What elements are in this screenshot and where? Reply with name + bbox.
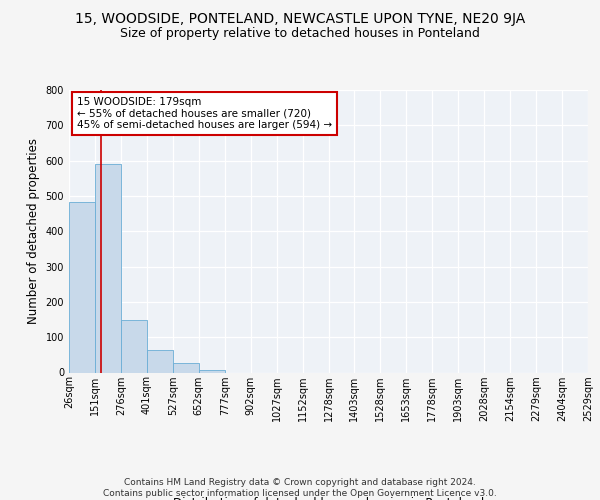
Bar: [173, 364, 199, 372]
Text: Contains HM Land Registry data © Crown copyright and database right 2024.
Contai: Contains HM Land Registry data © Crown c…: [103, 478, 497, 498]
Bar: [199, 370, 224, 372]
Bar: [95, 164, 121, 372]
Y-axis label: Number of detached properties: Number of detached properties: [27, 138, 40, 324]
Bar: [147, 350, 173, 372]
X-axis label: Distribution of detached houses by size in Ponteland: Distribution of detached houses by size …: [173, 498, 484, 500]
Bar: [121, 320, 147, 372]
Text: 15 WOODSIDE: 179sqm
← 55% of detached houses are smaller (720)
45% of semi-detac: 15 WOODSIDE: 179sqm ← 55% of detached ho…: [77, 97, 332, 130]
Text: 15, WOODSIDE, PONTELAND, NEWCASTLE UPON TYNE, NE20 9JA: 15, WOODSIDE, PONTELAND, NEWCASTLE UPON …: [75, 12, 525, 26]
Bar: [69, 202, 95, 372]
Text: Size of property relative to detached houses in Ponteland: Size of property relative to detached ho…: [120, 28, 480, 40]
